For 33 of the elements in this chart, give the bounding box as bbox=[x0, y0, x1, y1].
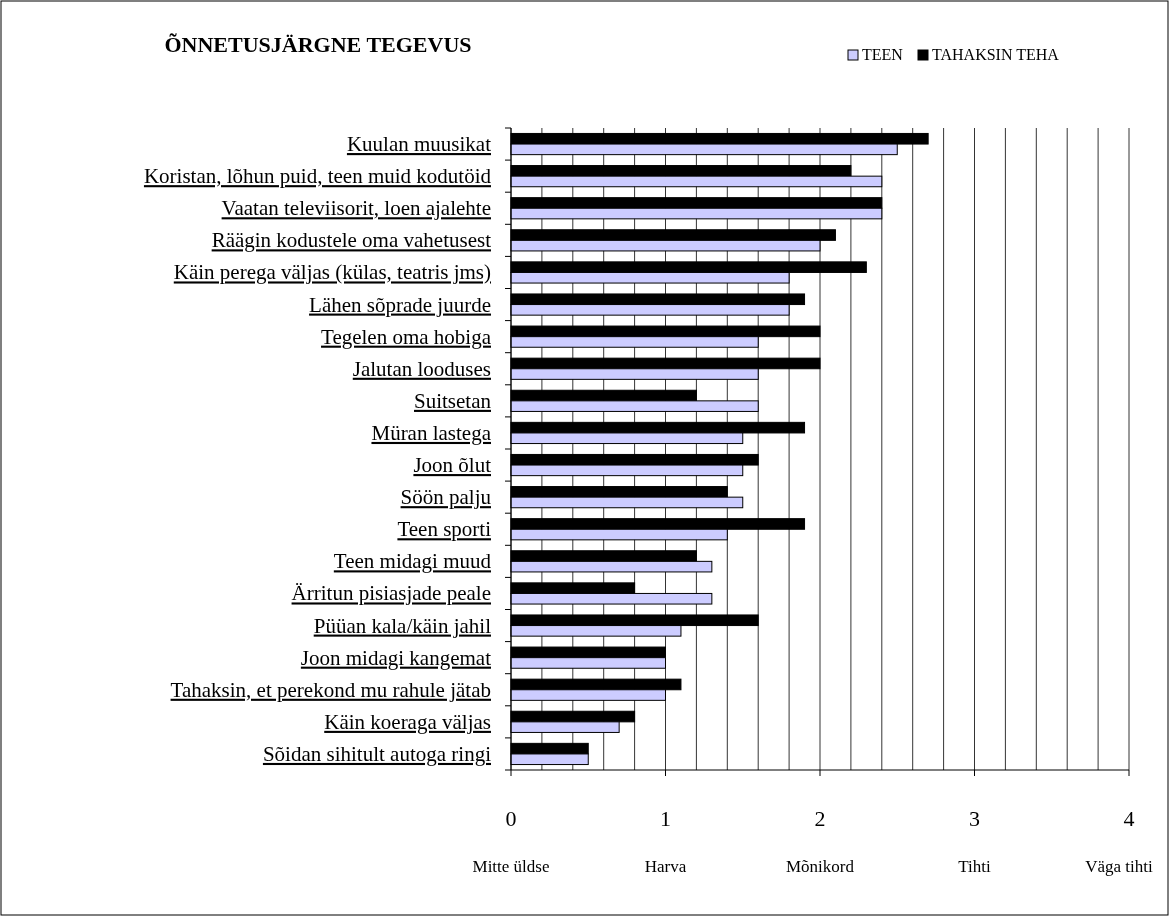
y-tick-label: Vaatan televiisorit, loen ajalehte bbox=[221, 196, 491, 221]
legend-label: TEEN bbox=[862, 46, 904, 63]
y-tick-label: Räägin kodustele oma vahetusest bbox=[211, 228, 492, 253]
y-tick-label: Jalutan looduses bbox=[352, 356, 491, 381]
text: Väga tihti bbox=[1085, 857, 1154, 876]
x-tick-label: 4 bbox=[1123, 806, 1135, 831]
y-tick-label: Kuulan muusikat bbox=[346, 132, 492, 157]
text: ÕNNETUSJÄRGNE TEGEVUS bbox=[164, 32, 472, 57]
text: Mitte üldse bbox=[472, 857, 550, 876]
y-tick-label: Sõidan sihitult autoga ringi bbox=[262, 741, 492, 766]
y-tick-label: Teen midagi muud bbox=[333, 549, 492, 574]
y-tick-label: Lähen sõprade juurde bbox=[309, 292, 491, 317]
y-tick-label: Joon midagi kangemat bbox=[300, 645, 492, 670]
y-tick-label: Käin perega väljas (külas, teatris jms) bbox=[173, 260, 491, 285]
x-tick-label: 1 bbox=[660, 806, 671, 831]
legend-label: TAHAKSIN TEHA bbox=[932, 46, 1060, 63]
y-tick-label: Söön palju bbox=[400, 485, 492, 510]
y-tick-label: Joon õlut bbox=[413, 453, 492, 478]
x-tick-label: 2 bbox=[814, 806, 826, 831]
y-tick-label: Müran lastega bbox=[371, 420, 492, 445]
x-tick-label: 3 bbox=[969, 806, 980, 831]
y-tick-label: Koristan, lõhun puid, teen muid kodutöid bbox=[143, 164, 492, 189]
y-tick-label: Püüan kala/käin jahil bbox=[313, 613, 492, 638]
y-tick-label: Ärritun pisiasjade peale bbox=[291, 581, 491, 606]
y-tick-label: Tahaksin, et perekond mu rahule jätab bbox=[170, 677, 491, 702]
y-tick-label: Suitsetan bbox=[414, 388, 492, 413]
text: Tihti bbox=[958, 857, 991, 876]
y-tick-label: Tegelen oma hobiga bbox=[321, 324, 492, 349]
text: Harva bbox=[644, 857, 687, 876]
text: Mõnikord bbox=[786, 857, 855, 876]
x-tick-label: 0 bbox=[505, 806, 517, 831]
y-tick-label: Teen sporti bbox=[397, 517, 492, 542]
y-tick-label: Käin koeraga väljas bbox=[324, 709, 491, 734]
